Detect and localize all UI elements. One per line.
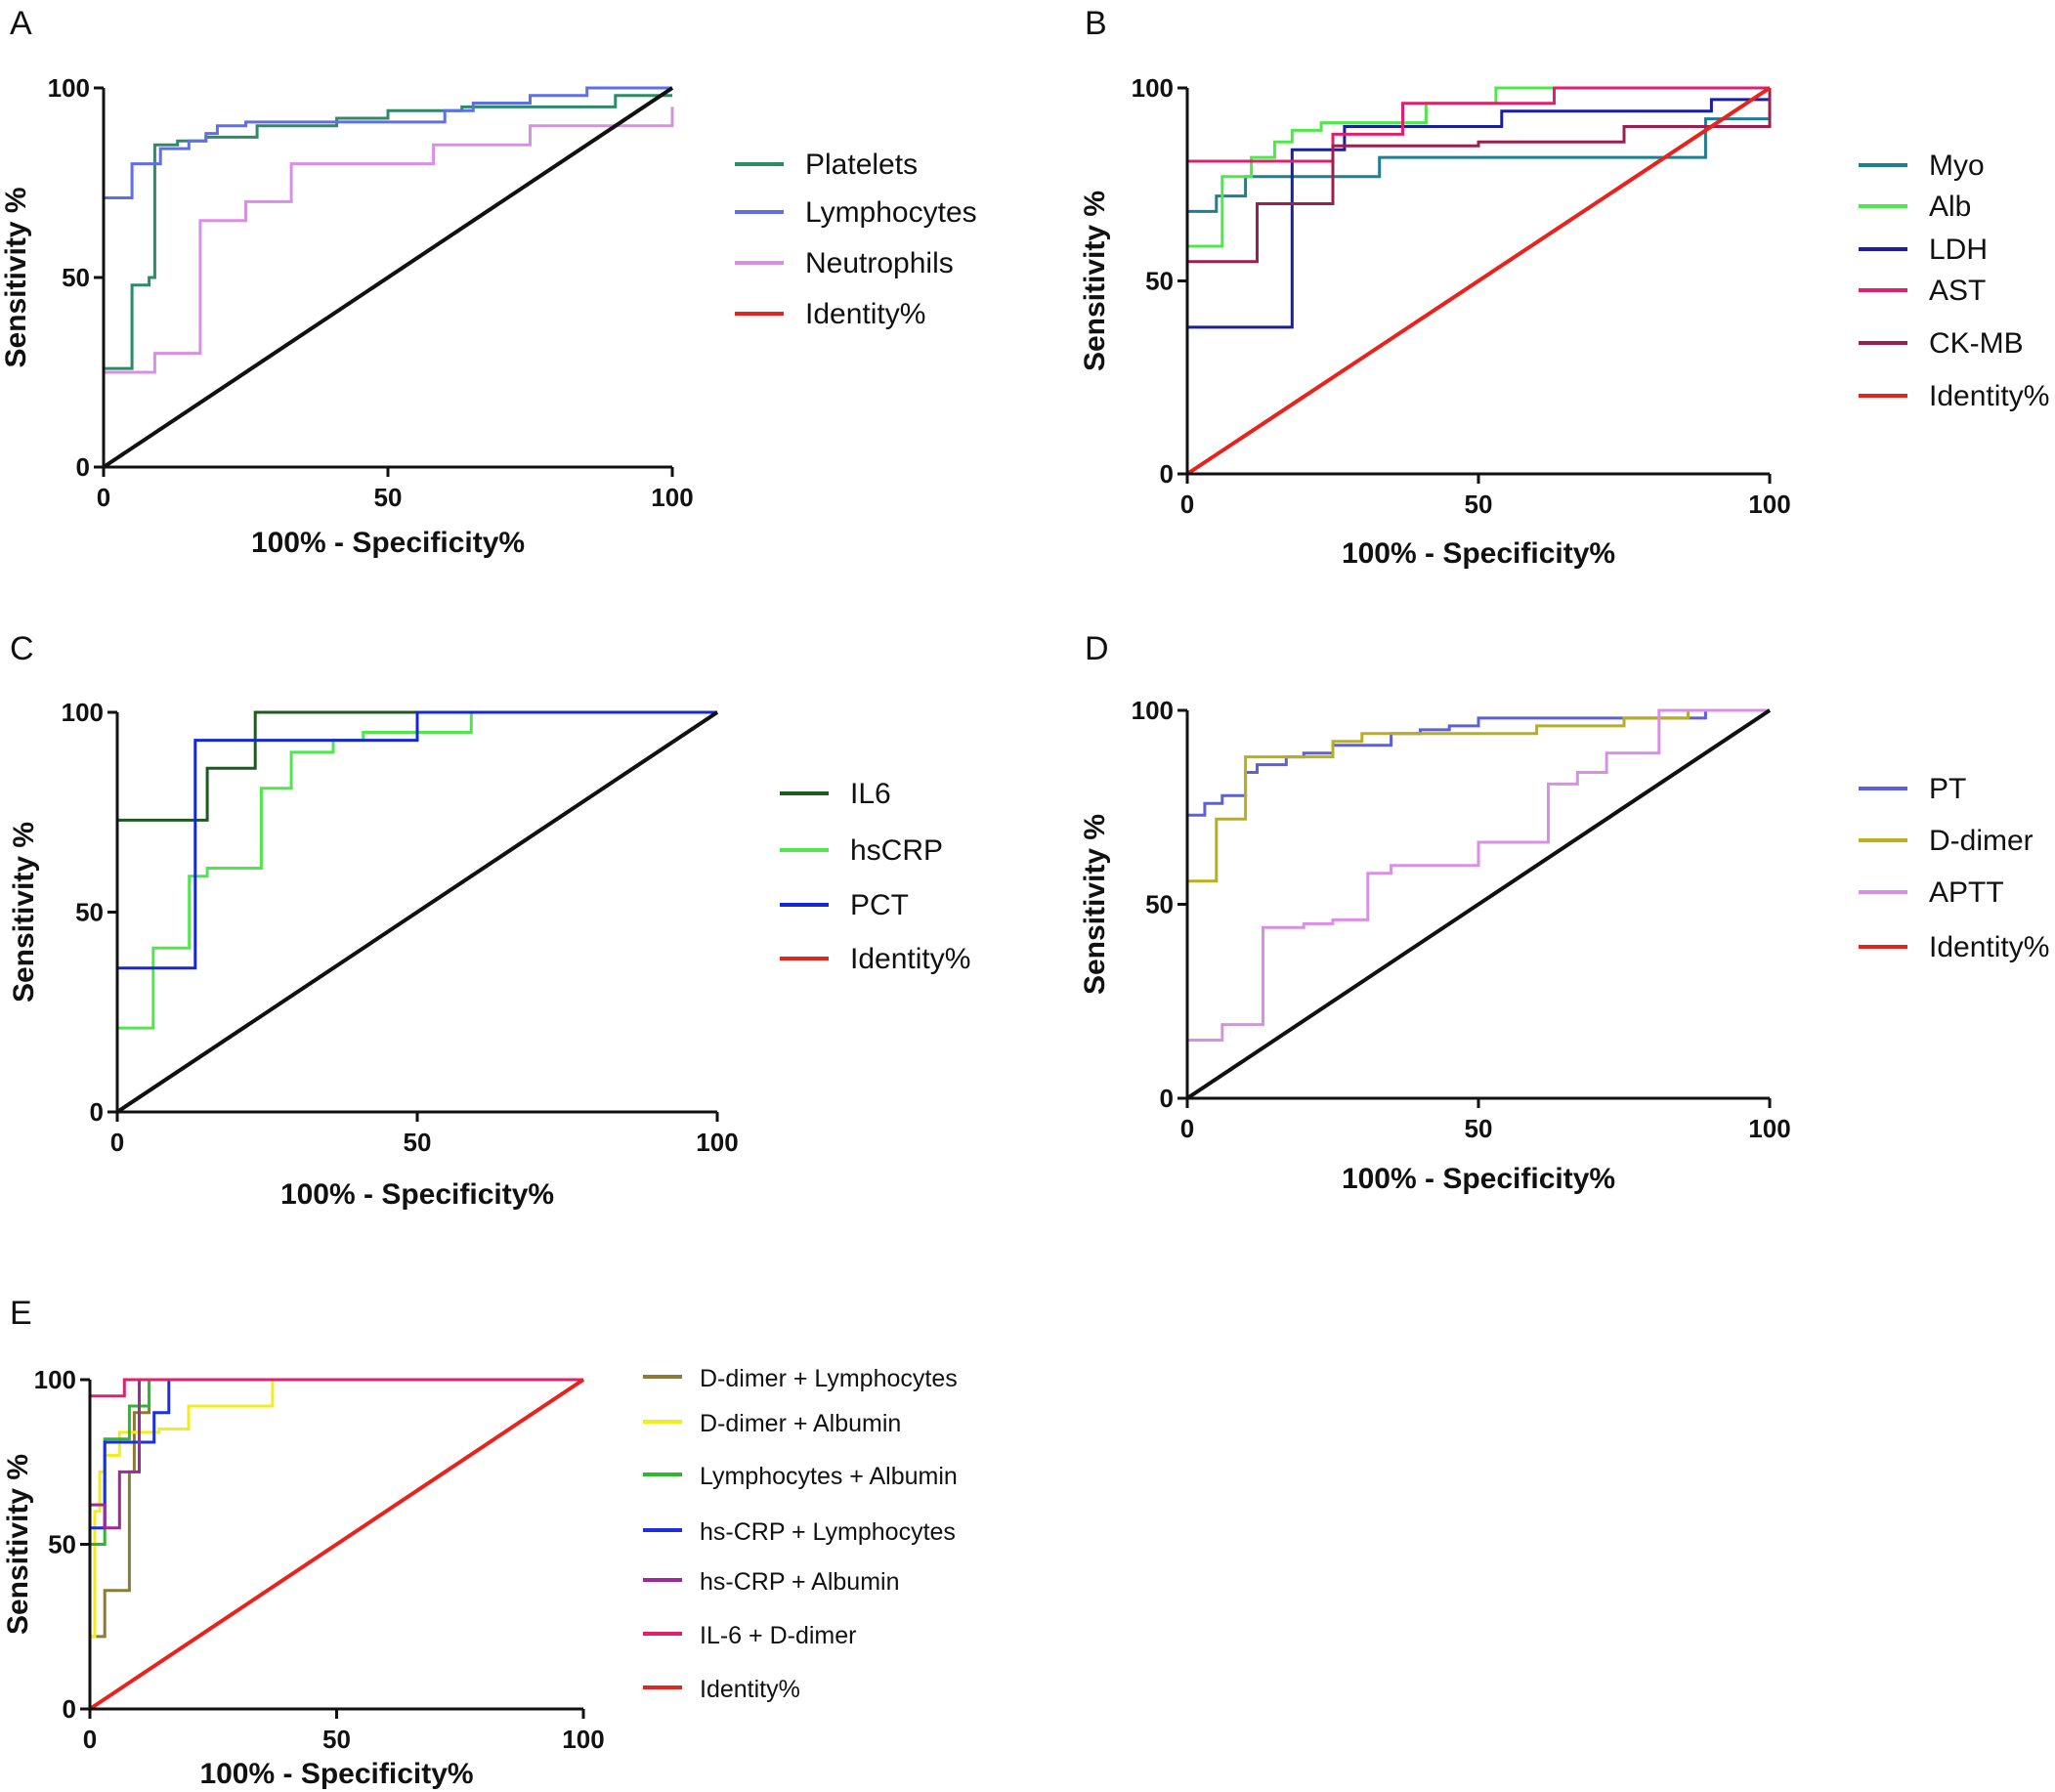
- panel-d-series-pt-line: [1185, 708, 1770, 1098]
- panel-c-legend-label-hscrp: hsCRP: [850, 834, 943, 867]
- panel-a-legend-label-lymphocytes: Lymphocytes: [805, 196, 977, 229]
- panel-e-y-tick-label: 100: [34, 1365, 76, 1394]
- panel-e-y-tick-label: 0: [63, 1694, 76, 1724]
- panel-b-series-identity-line: [1185, 86, 1772, 476]
- panel-d-series-d-dimer-line: [1185, 708, 1770, 1098]
- panel-e-legend-label-hs-crp-lymphocytes: hs-CRP + Lymphocytes: [700, 1518, 956, 1546]
- panel-a-legend-label-identity: Identity%: [805, 298, 925, 330]
- panel-a-x-tick-label: 50: [374, 483, 403, 512]
- panel-e-legend-label-lymphocytes-albumin: Lymphocytes + Albumin: [700, 1463, 958, 1490]
- panel-e-letter: E: [10, 1295, 32, 1332]
- panel-b-y-tick-label: 0: [1160, 459, 1174, 489]
- panel-e-x-tick-label: 50: [322, 1725, 351, 1754]
- panel-c-legend-label-il6: IL6: [850, 778, 891, 810]
- panel-e-y-axis-title: Sensitivity %: [2, 1454, 34, 1635]
- panel-d-y-tick-label: 50: [1145, 890, 1174, 919]
- panel-e-x-tick-label: 0: [83, 1725, 97, 1754]
- panel-d-legend-label-aptt: APTT: [1929, 876, 2004, 909]
- panel-b-x-tick-label: 100: [1748, 490, 1790, 519]
- panel-e-series-d-dimer-albumin-line: [88, 1378, 583, 1709]
- panel-a-x-tick-label: 100: [651, 483, 693, 512]
- panel-a-x-tick-label: 0: [97, 483, 110, 512]
- panel-d-series-identity-line: [1185, 708, 1772, 1100]
- panel-b-y-tick-label: 100: [1132, 73, 1174, 103]
- panel-c-legend-label-pct: PCT: [850, 889, 909, 921]
- panel-e-legend-label-hs-crp-albumin: hs-CRP + Albumin: [700, 1568, 900, 1596]
- panel-d-legend-label-pt: PT: [1929, 773, 1966, 805]
- panel-d-series-aptt-line: [1187, 708, 1770, 1042]
- panel-c-y-axis-title: Sensitivity %: [8, 822, 40, 1003]
- panel-d-x-tick-label: 100: [1748, 1114, 1790, 1143]
- panel-b-series-ldh-line: [1187, 98, 1770, 329]
- panel-e-x-axis-title: 100% - Specificity%: [199, 1758, 473, 1790]
- panel-d-y-tick-label: 0: [1160, 1084, 1174, 1113]
- panel-b-letter: B: [1085, 5, 1107, 42]
- panel-c-x-tick-label: 50: [404, 1128, 432, 1157]
- panel-c-y-tick-label: 50: [75, 898, 104, 927]
- panel-b-legend-label-identity: Identity%: [1929, 380, 2049, 412]
- panel-e-legend-label-d-dimer-albumin: D-dimer + Albumin: [700, 1410, 901, 1437]
- panel-a-series-neutrophils-line: [104, 107, 674, 374]
- panel-c-series-identity-line: [115, 710, 719, 1114]
- panel-a-legend-label-neutrophils: Neutrophils: [805, 247, 954, 279]
- panel-b-legend-label-myo: Myo: [1929, 149, 1985, 182]
- panel-e-x-tick-label: 100: [562, 1725, 604, 1754]
- panel-e-legend-label-d-dimer-lymphocytes: D-dimer + Lymphocytes: [700, 1365, 958, 1392]
- panel-c-legend-label-identity: Identity%: [850, 943, 970, 975]
- panel-b-x-tick-label: 50: [1465, 490, 1493, 519]
- panel-b-legend-label-ast: AST: [1929, 275, 1986, 307]
- panel-b-legend-label-ldh: LDH: [1929, 234, 1988, 266]
- panel-e-legend-label-il-6-d-dimer: IL-6 + D-dimer: [700, 1622, 856, 1649]
- panel-b-y-tick-label: 50: [1145, 267, 1174, 296]
- panel-a-y-tick-label: 0: [76, 452, 90, 482]
- panel-c-y-tick-label: 0: [90, 1097, 104, 1127]
- panel-a-x-axis-title: 100% - Specificity%: [251, 527, 525, 559]
- panel-b-legend-label-alb: Alb: [1929, 191, 1971, 223]
- panel-e-y-tick-label: 50: [48, 1530, 76, 1559]
- panel-c-y-tick-label: 100: [62, 698, 104, 727]
- panel-d-y-tick-label: 100: [1132, 696, 1174, 725]
- panel-c-x-axis-title: 100% - Specificity%: [280, 1178, 554, 1211]
- panel-e-legend-label-identity: Identity%: [700, 1676, 800, 1703]
- panel-d-x-axis-title: 100% - Specificity%: [1342, 1163, 1615, 1195]
- panel-d-y-axis-title: Sensitivity %: [1079, 814, 1111, 995]
- panel-b-series-ck-mb-line: [1187, 88, 1772, 264]
- panel-c-x-tick-label: 0: [110, 1128, 124, 1157]
- panel-a-y-axis-title: Sensitivity %: [0, 187, 32, 367]
- panel-e-series-hs-crp-lymphocytes-line: [88, 1378, 583, 1709]
- panel-d-x-tick-label: 0: [1180, 1114, 1194, 1143]
- panel-b-x-tick-label: 0: [1180, 490, 1194, 519]
- panel-b-x-axis-title: 100% - Specificity%: [1342, 537, 1615, 570]
- panel-a-series-lymphocytes-line: [102, 86, 672, 467]
- panel-e-series-lymphocytes-albumin-line: [88, 1378, 583, 1709]
- panel-d-legend-label-identity: Identity%: [1929, 931, 2049, 963]
- panel-a-y-tick-label: 50: [62, 263, 90, 292]
- panel-c-series-hscrp-line: [115, 710, 717, 1112]
- panel-e-series-identity-line: [88, 1378, 585, 1711]
- panel-d-legend-label-d-dimer: D-dimer: [1929, 825, 2034, 857]
- panel-e-series-hs-crp-albumin-line: [88, 1378, 583, 1709]
- panel-d-letter: D: [1085, 630, 1109, 667]
- panel-b-legend-label-ck-mb: CK-MB: [1929, 327, 2024, 360]
- panel-b-y-axis-title: Sensitivity %: [1079, 191, 1111, 371]
- panel-c-letter: C: [10, 630, 34, 667]
- panel-c-x-tick-label: 100: [696, 1128, 738, 1157]
- panel-b-series-myo-line: [1185, 107, 1772, 474]
- panel-d-x-tick-label: 50: [1465, 1114, 1493, 1143]
- panel-a-series-identity-line: [102, 86, 674, 469]
- panel-a-legend-label-platelets: Platelets: [805, 149, 918, 181]
- panel-a-y-tick-label: 100: [48, 73, 90, 103]
- panel-a-letter: A: [10, 5, 32, 42]
